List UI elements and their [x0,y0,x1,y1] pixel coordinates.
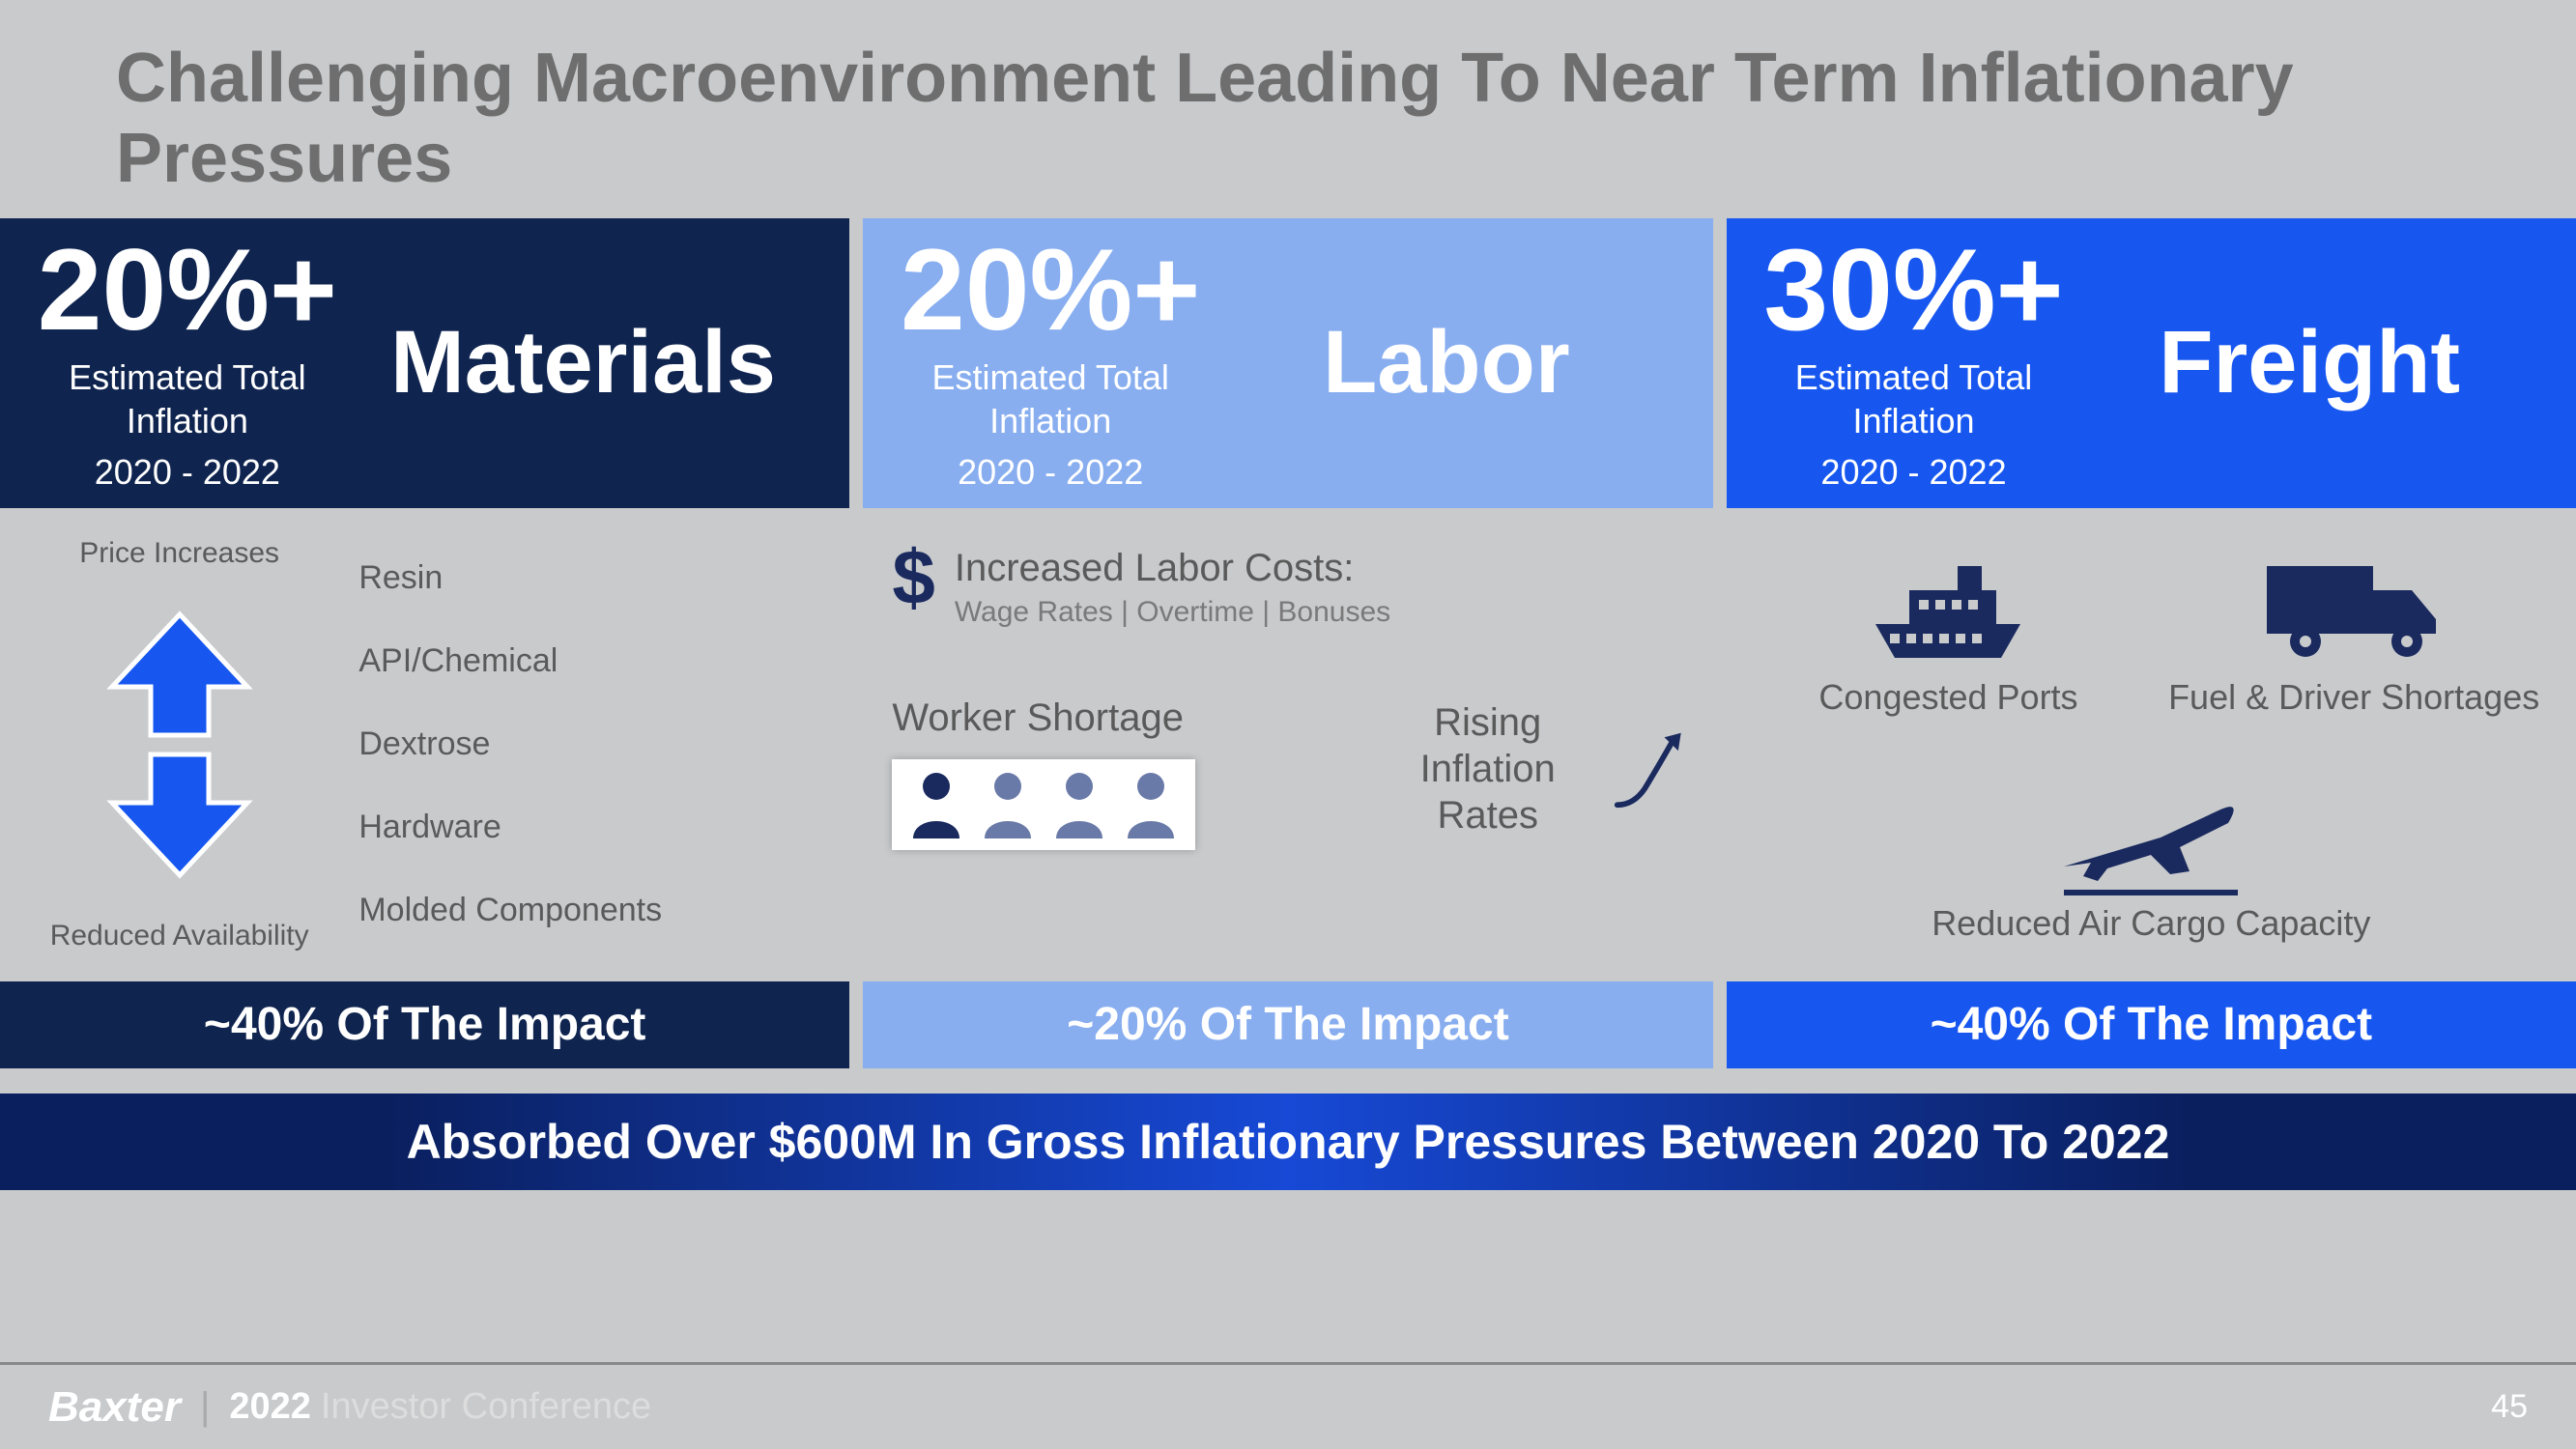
truck-icon [2262,547,2446,663]
conference-year: 2022 [229,1386,311,1428]
page-number: 45 [2491,1388,2528,1426]
materials-impact: ~40% Of The Impact [0,981,849,1068]
brand-logo: Baxter [48,1383,181,1432]
materials-percent: 20%+ [29,232,346,348]
labor-category: Labor [1209,312,1684,413]
freight-category: Freight [2072,312,2547,413]
labor-body: $ Increased Labor Costs: Wage Rates | Ov… [863,508,1712,981]
increased-labor-costs-sub: Wage Rates | Overtime | Bonuses [955,596,1390,629]
person-icon [1052,771,1106,838]
labor-sub1: Estimated Total Inflation [892,355,1209,442]
rising-inflation-label: Rising Inflation Rates [1383,699,1592,838]
materials-header: 20%+ Estimated Total Inflation 2020 - 20… [0,218,849,508]
up-down-arrows-icon [102,610,257,880]
labor-percent: 20%+ [892,232,1209,348]
conference-name: Investor Conference [321,1386,651,1428]
column-materials: 20%+ Estimated Total Inflation 2020 - 20… [0,218,849,1068]
separator: | [200,1385,210,1429]
labor-impact: ~20% Of The Impact [863,981,1712,1068]
summary-bar: Absorbed Over $600M In Gross Inflationar… [0,1094,2576,1190]
materials-items-list: Resin API/Chemical Dextrose Hardware Mol… [349,527,820,962]
labor-header: 20%+ Estimated Total Inflation 2020 - 20… [863,218,1712,508]
labor-sub2: 2020 - 2022 [892,450,1209,494]
freight-stat: 30%+ Estimated Total Inflation 2020 - 20… [1756,232,2073,494]
materials-sub1: Estimated Total Inflation [29,355,346,442]
person-icon [981,771,1035,838]
fuel-driver-label: Fuel & Driver Shortages [2168,676,2539,718]
column-freight: 30%+ Estimated Total Inflation 2020 - 20… [1727,218,2576,1068]
plane-icon [2054,799,2247,886]
list-item: Dextrose [358,720,820,769]
materials-sub2: 2020 - 2022 [29,450,346,494]
labor-stat: 20%+ Estimated Total Inflation 2020 - 20… [892,232,1209,494]
congested-ports-label: Congested Ports [1818,676,2077,718]
list-item: API/Chemical [358,637,820,686]
freight-header: 30%+ Estimated Total Inflation 2020 - 20… [1727,218,2576,508]
columns-container: 20%+ Estimated Total Inflation 2020 - 20… [0,218,2576,1068]
worker-shortage-heading: Worker Shortage [892,696,1344,740]
reduced-availability-label: Reduced Availability [50,920,309,952]
person-icon [909,771,963,838]
increased-labor-costs-heading: Increased Labor Costs: [955,547,1390,590]
list-item: Resin [358,554,820,603]
freight-body: Congested Ports Fuel & Driver Shor [1727,508,2576,981]
dollar-icon: $ [892,547,935,609]
materials-category: Materials [346,312,821,413]
footer: Baxter | 2022 Investor Conference 45 [0,1362,2576,1449]
materials-stat: 20%+ Estimated Total Inflation 2020 - 20… [29,232,346,494]
person-icon [1124,771,1178,838]
freight-sub1: Estimated Total Inflation [1756,355,2073,442]
runway-line [2064,890,2238,895]
rising-arrow-icon [1612,696,1684,841]
list-item: Hardware [358,803,820,852]
page-title: Challenging Macroenvironment Leading To … [0,0,2576,218]
price-increases-label: Price Increases [79,537,279,570]
list-item: Molded Components [358,886,820,935]
reduced-air-label: Reduced Air Cargo Capacity [1932,903,2370,944]
column-labor: 20%+ Estimated Total Inflation 2020 - 20… [863,218,1712,1068]
freight-impact: ~40% Of The Impact [1727,981,2576,1068]
freight-sub2: 2020 - 2022 [1756,450,2073,494]
freight-percent: 30%+ [1756,232,2073,348]
people-box [892,759,1195,850]
materials-body: Price Increases Reduced Availability Res… [0,508,849,981]
ship-icon [1866,547,2030,663]
